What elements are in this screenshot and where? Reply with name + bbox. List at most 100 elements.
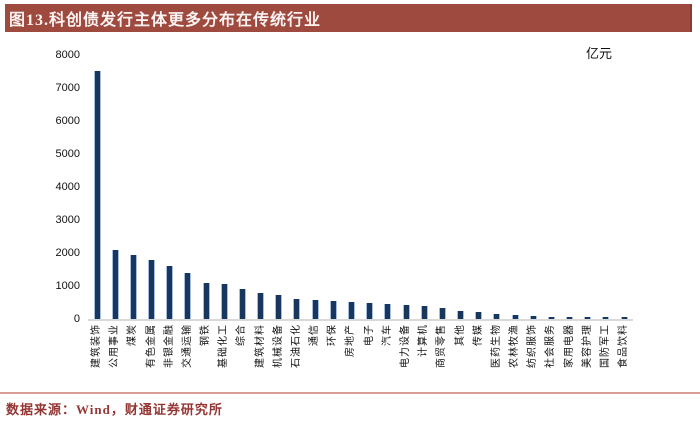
bar xyxy=(111,250,119,319)
bar xyxy=(166,266,174,319)
bar xyxy=(184,273,192,319)
bar-cell xyxy=(379,55,397,319)
x-label: 钢铁 xyxy=(200,324,212,346)
x-label: 其他 xyxy=(454,324,466,346)
bar xyxy=(547,317,555,319)
bar-cell xyxy=(161,55,179,319)
y-tick-label: 8000 xyxy=(55,49,80,61)
x-label-cell: 社会服务 xyxy=(542,324,560,394)
y-tick-label: 2000 xyxy=(55,247,80,259)
x-label-cell: 美容护理 xyxy=(579,324,597,394)
source-text: 数据来源：Wind，财通证券研究所 xyxy=(6,402,223,417)
x-label: 房地产 xyxy=(345,324,357,357)
bar xyxy=(129,255,137,319)
x-label: 医药生物 xyxy=(490,324,502,368)
x-label: 石油石化 xyxy=(290,324,302,368)
x-label: 美容护理 xyxy=(581,324,593,368)
x-label-cell: 房地产 xyxy=(342,324,360,394)
x-label: 通信 xyxy=(309,324,321,346)
x-label-cell: 电子 xyxy=(361,324,379,394)
x-label: 建筑材料 xyxy=(254,324,266,368)
bar-cell xyxy=(106,55,124,319)
bar-cell xyxy=(215,55,233,319)
bar xyxy=(366,303,374,319)
y-tick-label: 3000 xyxy=(55,214,80,226)
bar xyxy=(420,306,428,319)
x-label-cell: 非银金融 xyxy=(161,324,179,394)
x-label-cell: 综合 xyxy=(233,324,251,394)
bar xyxy=(257,293,265,319)
bar xyxy=(384,304,392,319)
x-label-cell: 基础化工 xyxy=(215,324,233,394)
bar xyxy=(584,317,592,319)
x-label: 基础化工 xyxy=(218,324,230,368)
x-label-cell: 计算机 xyxy=(415,324,433,394)
bar xyxy=(293,299,301,319)
x-label: 汽车 xyxy=(381,324,393,346)
bar-cell xyxy=(197,55,215,319)
x-label-cell: 电力设备 xyxy=(397,324,415,394)
bar-cell xyxy=(288,55,306,319)
bar-cell xyxy=(324,55,342,319)
x-label: 公用事业 xyxy=(109,324,121,368)
x-label-cell: 建筑材料 xyxy=(252,324,270,394)
x-label: 建筑装饰 xyxy=(91,324,103,368)
bar xyxy=(148,260,156,319)
x-label-cell: 国防军工 xyxy=(597,324,615,394)
x-label-cell: 交通运输 xyxy=(179,324,197,394)
plot-area xyxy=(88,55,633,321)
bar-cell xyxy=(615,55,633,319)
bar xyxy=(511,315,519,319)
bar-cell xyxy=(270,55,288,319)
bar xyxy=(493,314,501,319)
x-label: 计算机 xyxy=(418,324,430,357)
x-label-cell: 其他 xyxy=(451,324,469,394)
x-label: 农林牧渔 xyxy=(509,324,521,368)
x-label-cell: 有色金属 xyxy=(143,324,161,394)
x-label: 有色金属 xyxy=(145,324,157,368)
y-tick-label: 7000 xyxy=(55,82,80,94)
y-axis: 0 1000 2000 3000 4000 5000 6000 7000 8000 xyxy=(28,49,80,325)
bar xyxy=(475,312,483,319)
x-label: 纺织服饰 xyxy=(527,324,539,368)
bar-cell xyxy=(524,55,542,319)
bar xyxy=(457,311,465,319)
bar xyxy=(402,305,410,319)
bar xyxy=(329,301,337,319)
x-label: 电力设备 xyxy=(400,324,411,368)
bar-cell xyxy=(415,55,433,319)
bar-cell xyxy=(597,55,615,319)
bar-cell xyxy=(252,55,270,319)
footer-divider xyxy=(0,392,700,394)
x-label-cell: 建筑装饰 xyxy=(88,324,106,394)
y-tick-label: 0 xyxy=(73,313,80,325)
x-label-cell: 环保 xyxy=(324,324,342,394)
x-label: 交通运输 xyxy=(181,324,193,368)
x-label: 商贸零售 xyxy=(436,324,448,368)
bar-cell xyxy=(542,55,560,319)
bar-cell xyxy=(233,55,251,319)
bar xyxy=(202,283,210,319)
bar-cell xyxy=(306,55,324,319)
x-label-cell: 石油石化 xyxy=(288,324,306,394)
x-label-cell: 家用电器 xyxy=(560,324,578,394)
bar-cell xyxy=(433,55,451,319)
x-label-cell: 公用事业 xyxy=(106,324,124,394)
y-tick-label: 4000 xyxy=(55,181,80,193)
y-tick-label: 5000 xyxy=(55,148,80,160)
bar-cell xyxy=(361,55,379,319)
y-tick-label: 1000 xyxy=(55,280,80,292)
bar-cell xyxy=(143,55,161,319)
title-bar: 图13.科创债发行主体更多分布在传统行业 xyxy=(5,4,692,32)
x-label-cell: 煤炭 xyxy=(124,324,142,394)
x-axis-labels: 建筑装饰 公用事业 煤炭 有色金属 非银金融 交通运输 钢铁 基础化工 综合 建筑材料 机械设备 石油… xyxy=(88,324,633,394)
bar-cell xyxy=(560,55,578,319)
bar xyxy=(275,295,283,319)
x-label-cell: 商贸零售 xyxy=(433,324,451,394)
bar-cell xyxy=(397,55,415,319)
x-label: 煤炭 xyxy=(127,324,139,346)
x-label-cell: 纺织服饰 xyxy=(524,324,542,394)
bar xyxy=(93,71,101,319)
x-label: 机械设备 xyxy=(272,324,284,368)
